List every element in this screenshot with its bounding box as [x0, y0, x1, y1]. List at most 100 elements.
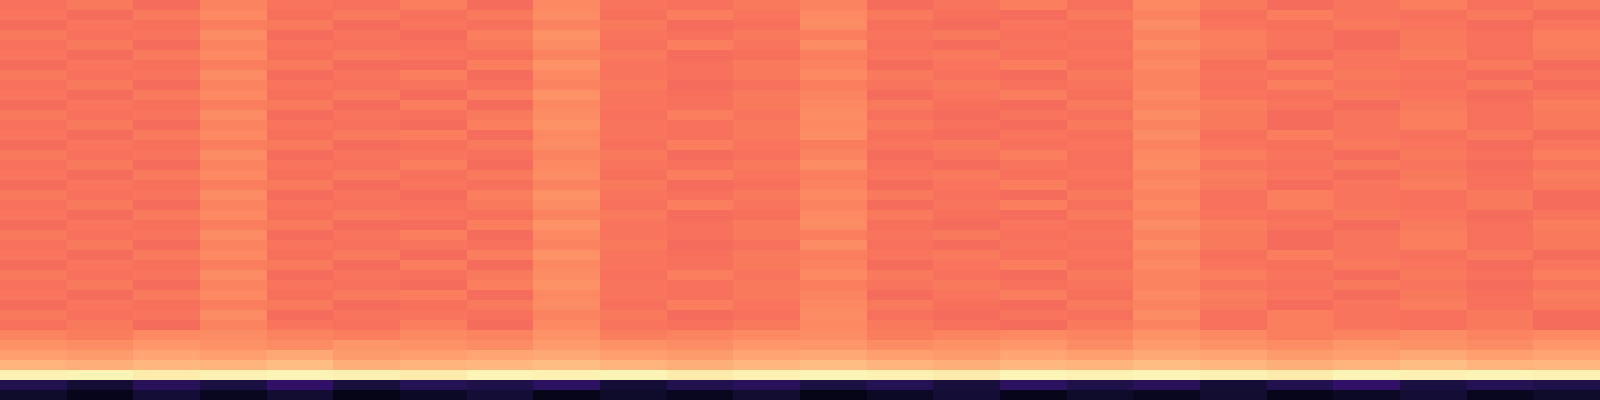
heatmap-cell: [533, 370, 600, 381]
heatmap-cell: [467, 180, 534, 191]
heatmap-cell: [867, 290, 934, 301]
heatmap-cell: [333, 340, 400, 351]
heatmap-cell: [1133, 130, 1200, 141]
heatmap-cell: [933, 60, 1000, 71]
heatmap-cell: [1333, 160, 1400, 171]
heatmap-cell: [1467, 40, 1534, 51]
heatmap-cell: [1400, 150, 1467, 161]
heatmap-cell: [1000, 100, 1067, 111]
heatmap-cell: [200, 10, 267, 21]
heatmap-cell: [0, 250, 67, 261]
heatmap-cell: [467, 310, 534, 321]
heatmap-cell: [1000, 70, 1067, 81]
heatmap-cell: [133, 370, 200, 381]
heatmap-cell: [200, 190, 267, 201]
heatmap-cell: [467, 60, 534, 71]
heatmap-cell: [467, 130, 534, 141]
heatmap-cell: [1067, 190, 1134, 201]
heatmap-cell: [1333, 350, 1400, 361]
heatmap-cell: [133, 140, 200, 151]
heatmap-cell: [1267, 280, 1334, 291]
heatmap-cell: [67, 320, 134, 331]
heatmap-cell: [533, 180, 600, 191]
heatmap-cell: [1200, 380, 1267, 391]
heatmap-cell: [867, 370, 934, 381]
heatmap-cell: [1400, 390, 1467, 400]
heatmap-cell: [333, 370, 400, 381]
heatmap-cell: [1533, 290, 1600, 301]
heatmap-cell: [1133, 30, 1200, 41]
heatmap-cell: [1067, 370, 1134, 381]
heatmap-cell: [133, 130, 200, 141]
heatmap-cell: [600, 120, 667, 131]
heatmap-cell: [1400, 110, 1467, 121]
heatmap-cell: [0, 110, 67, 121]
heatmap-cell: [1067, 390, 1134, 400]
heatmap-cell: [1467, 130, 1534, 141]
heatmap-cell: [1267, 180, 1334, 191]
heatmap-cell: [933, 370, 1000, 381]
heatmap-cell: [1133, 370, 1200, 381]
heatmap-cell: [667, 30, 734, 41]
heatmap-cell: [533, 210, 600, 221]
heatmap-cell: [1000, 160, 1067, 171]
heatmap-cell: [1067, 270, 1134, 281]
heatmap-cell: [667, 170, 734, 181]
heatmap-cell: [1267, 150, 1334, 161]
heatmap-cell: [1133, 220, 1200, 231]
heatmap-cell: [600, 110, 667, 121]
heatmap-cell: [67, 390, 134, 400]
heatmap-cell: [933, 220, 1000, 231]
heatmap-cell: [267, 280, 334, 291]
heatmap-cell: [1533, 390, 1600, 400]
heatmap-cell: [867, 210, 934, 221]
heatmap-cell: [200, 160, 267, 171]
heatmap-cell: [1533, 170, 1600, 181]
heatmap-cell: [200, 200, 267, 211]
heatmap-cell: [800, 0, 867, 11]
heatmap-cell: [200, 360, 267, 371]
heatmap-cell: [533, 50, 600, 61]
heatmap-cell: [533, 260, 600, 271]
heatmap-cell: [333, 230, 400, 241]
heatmap-cell: [667, 250, 734, 261]
heatmap-cell: [1333, 370, 1400, 381]
heatmap-cell: [400, 200, 467, 211]
heatmap-cell: [67, 160, 134, 171]
heatmap-cell: [1467, 330, 1534, 341]
heatmap-cell: [200, 340, 267, 351]
heatmap-cell: [1267, 80, 1334, 91]
heatmap-cell: [200, 70, 267, 81]
heatmap-cell: [1200, 330, 1267, 341]
heatmap-cell: [0, 210, 67, 221]
heatmap-cell: [333, 160, 400, 171]
heatmap-cell: [1000, 280, 1067, 291]
heatmap-cell: [1333, 70, 1400, 81]
heatmap-cell: [1333, 140, 1400, 151]
heatmap-cell: [0, 330, 67, 341]
heatmap-cell: [1000, 250, 1067, 261]
heatmap-cell: [1467, 110, 1534, 121]
heatmap-cell: [800, 350, 867, 361]
heatmap-cell: [200, 280, 267, 291]
heatmap-cell: [1000, 110, 1067, 121]
heatmap-cell: [933, 250, 1000, 261]
heatmap-cell: [0, 280, 67, 291]
heatmap-cell: [733, 140, 800, 151]
heatmap-cell: [1333, 300, 1400, 311]
heatmap-cell: [333, 240, 400, 251]
heatmap-cell: [600, 40, 667, 51]
heatmap-cell: [733, 70, 800, 81]
heatmap-cell: [533, 30, 600, 41]
heatmap-cell: [600, 0, 667, 11]
heatmap-cell: [1333, 90, 1400, 101]
heatmap-cell: [600, 260, 667, 271]
heatmap-cell: [1533, 180, 1600, 191]
heatmap-cell: [1200, 150, 1267, 161]
heatmap-cell: [1533, 100, 1600, 111]
heatmap-cell: [1067, 20, 1134, 31]
heatmap-cell: [933, 360, 1000, 371]
heatmap-cell: [1067, 260, 1134, 271]
heatmap-cell: [67, 130, 134, 141]
heatmap-cell: [1400, 340, 1467, 351]
